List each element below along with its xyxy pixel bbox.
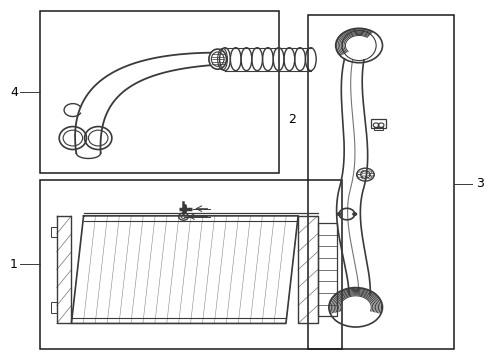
Bar (373, 127, 383, 130)
Bar (307, 15, 453, 348)
Text: 1: 1 (10, 258, 18, 271)
Text: 3: 3 (475, 177, 483, 190)
Bar (370, 119, 385, 128)
Bar (51, 226, 57, 237)
Circle shape (336, 213, 340, 216)
Bar (40, 180, 341, 348)
Bar (51, 302, 57, 313)
Circle shape (352, 213, 356, 216)
Text: 2: 2 (288, 113, 296, 126)
Text: 4: 4 (10, 86, 18, 99)
Bar (317, 223, 336, 316)
Bar (40, 12, 278, 173)
